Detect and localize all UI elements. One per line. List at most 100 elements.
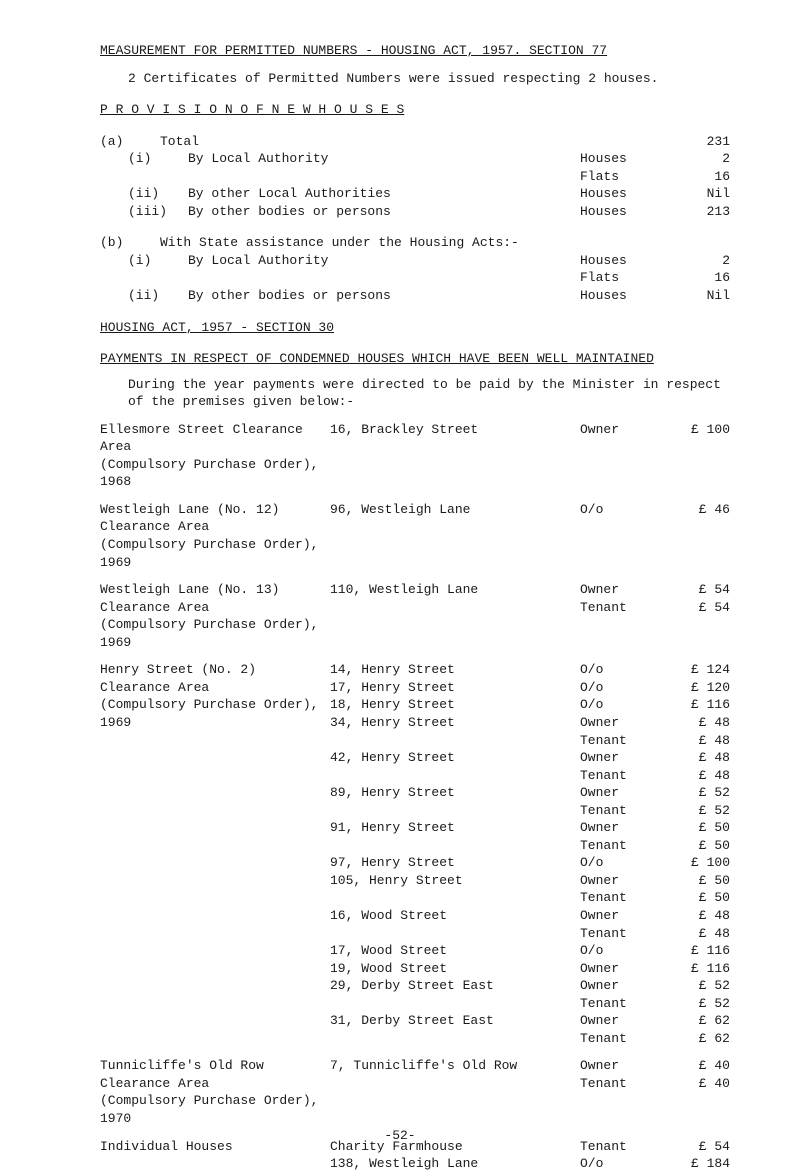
provision-item: Flats 16 <box>100 269 730 287</box>
address-row: 89, Henry Street <box>330 784 580 802</box>
address-column: 14, Henry Street17, Henry Street18, Henr… <box>330 661 580 1047</box>
amount-row: Owner£ 40 <box>580 1057 730 1075</box>
certificates-line: 2 Certificates of Permitted Numbers were… <box>100 70 730 88</box>
address-row: 18, Henry Street <box>330 696 580 714</box>
amount-row: O/o£ 116 <box>580 942 730 960</box>
payee: Tenant <box>580 889 675 907</box>
amount-row: O/o£ 184 <box>580 1155 730 1173</box>
address-row <box>330 889 580 907</box>
clearance-area-line: (Compulsory Purchase Order), 1968 <box>100 456 330 491</box>
payee: Owner <box>580 714 675 732</box>
clearance-area-line: (Compulsory Purchase Order), 1969 <box>100 616 330 651</box>
address-text: 7, Tunnicliffe's Old Row <box>330 1057 580 1075</box>
address-text <box>330 925 580 943</box>
payee: O/o <box>580 854 675 872</box>
amount-row: Owner£ 48 <box>580 907 730 925</box>
address-row: 17, Wood Street <box>330 942 580 960</box>
amount-row: O/o£ 100 <box>580 854 730 872</box>
address-text <box>330 802 580 820</box>
address-text: 17, Wood Street <box>330 942 580 960</box>
amount-row: Owner£ 50 <box>580 819 730 837</box>
address-row: 31, Derby Street East <box>330 1012 580 1030</box>
payments-heading: PAYMENTS IN RESPECT OF CONDEMNED HOUSES … <box>100 350 730 368</box>
amount: £ 116 <box>675 696 730 714</box>
amount: £ 52 <box>675 784 730 802</box>
address-row <box>330 995 580 1013</box>
provision-b-text: With State assistance under the Housing … <box>160 234 580 252</box>
amount-row: Tenant£ 52 <box>580 802 730 820</box>
address-row: 16, Wood Street <box>330 907 580 925</box>
amount-column: O/o£ 124O/o£ 120O/o£ 116Owner£ 48Tenant£… <box>580 661 730 1047</box>
amount: £ 52 <box>675 995 730 1013</box>
address-text: 17, Henry Street <box>330 679 580 697</box>
amount-row: O/o£ 124 <box>580 661 730 679</box>
payee: O/o <box>580 942 675 960</box>
payee: O/o <box>580 661 675 679</box>
address-text: 110, Westleigh Lane <box>330 581 580 599</box>
address-row: 17, Henry Street <box>330 679 580 697</box>
payee: Tenant <box>580 732 675 750</box>
address-row: 14, Henry Street <box>330 661 580 679</box>
address-row: 42, Henry Street <box>330 749 580 767</box>
address-column: 96, Westleigh Lane <box>330 501 580 571</box>
address-row: 16, Brackley Street <box>330 421 580 439</box>
payee: Owner <box>580 1057 675 1075</box>
amount-row: Tenant£ 62 <box>580 1030 730 1048</box>
payee: Tenant <box>580 767 675 785</box>
amount: £ 184 <box>675 1155 730 1173</box>
address-row: 34, Henry Street <box>330 714 580 732</box>
amount-row: Tenant£ 52 <box>580 995 730 1013</box>
address-column: 7, Tunnicliffe's Old Row <box>330 1057 580 1127</box>
address-text: 96, Westleigh Lane <box>330 501 580 519</box>
clearance-area: Ellesmore Street Clearance Area(Compulso… <box>100 421 330 491</box>
amount: £ 48 <box>675 925 730 943</box>
address-row <box>330 767 580 785</box>
clearance-area: Tunnicliffe's Old Row Clearance Area(Com… <box>100 1057 330 1127</box>
address-text: 18, Henry Street <box>330 696 580 714</box>
provision-item: (i) By Local Authority Houses 2 <box>100 150 730 168</box>
clearance-area-line: Henry Street (No. 2) Clearance Area <box>100 661 330 696</box>
provision-a-label: (a) <box>100 133 160 151</box>
provision-a-total-label: Total <box>160 133 580 151</box>
provision-a-items: (i) By Local Authority Houses 2 Flats 16… <box>100 150 730 220</box>
provision-heading-text: P R O V I S I O N O F N E W H O U S E S <box>100 102 404 117</box>
address-row: 97, Henry Street <box>330 854 580 872</box>
address-text <box>330 732 580 750</box>
amount: £ 48 <box>675 714 730 732</box>
clearance-area-line: (Compulsory Purchase Order), 1969 <box>100 536 330 571</box>
measurement-heading-text: MEASUREMENT FOR PERMITTED NUMBERS - HOUS… <box>100 43 607 58</box>
amount: £ 100 <box>675 421 730 439</box>
payee: Owner <box>580 960 675 978</box>
clearance-area-line: Westleigh Lane (No. 13) Clearance Area <box>100 581 330 616</box>
address-row: 138, Westleigh Lane <box>330 1155 580 1173</box>
amount: £ 52 <box>675 977 730 995</box>
payee: Owner <box>580 784 675 802</box>
amount-row: Owner£ 100 <box>580 421 730 439</box>
address-text: 19, Wood Street <box>330 960 580 978</box>
amount-row: Owner£ 48 <box>580 714 730 732</box>
amount: £ 62 <box>675 1030 730 1048</box>
amount-row: Owner£ 52 <box>580 977 730 995</box>
provision-a-total-row: (a) Total 231 <box>100 133 730 151</box>
amount: £ 52 <box>675 802 730 820</box>
clearance-area-line: (Compulsory Purchase Order), 1970 <box>100 1092 330 1127</box>
page-number: -52- <box>0 1127 800 1145</box>
clearance-area: Westleigh Lane (No. 12) Clearance Area(C… <box>100 501 330 571</box>
clearance-area-line: Ellesmore Street Clearance Area <box>100 421 330 456</box>
amount-row: Tenant£ 48 <box>580 732 730 750</box>
address-row <box>330 1030 580 1048</box>
amount: £ 40 <box>675 1057 730 1075</box>
amount-row: Tenant£ 48 <box>580 767 730 785</box>
address-row <box>330 802 580 820</box>
payee: O/o <box>580 679 675 697</box>
payee: Owner <box>580 907 675 925</box>
address-text: 16, Brackley Street <box>330 421 580 439</box>
amount-row: Tenant£ 50 <box>580 837 730 855</box>
address-text: 89, Henry Street <box>330 784 580 802</box>
amount: £ 54 <box>675 581 730 599</box>
payee: Owner <box>580 977 675 995</box>
payee: Owner <box>580 581 675 599</box>
amount: £ 48 <box>675 907 730 925</box>
amount: £ 54 <box>675 599 730 617</box>
provision-item: Flats 16 <box>100 168 730 186</box>
